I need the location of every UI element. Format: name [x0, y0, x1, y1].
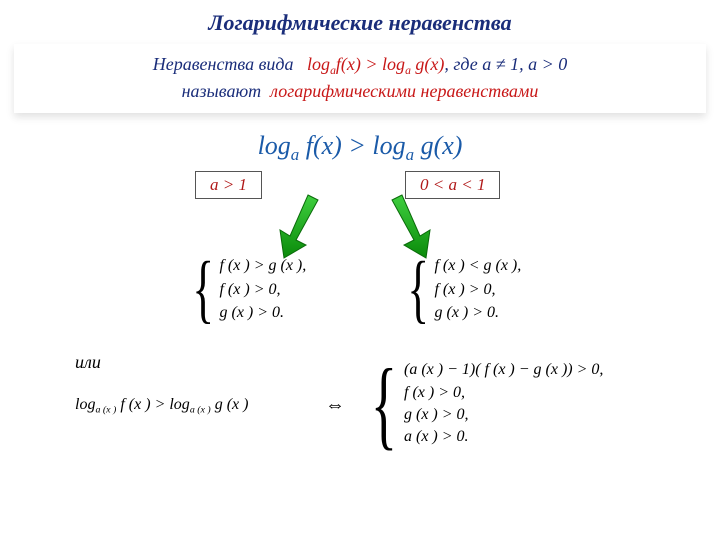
equiv-symbol: ⇔ [325, 394, 345, 417]
or-label: или [75, 352, 101, 373]
sys-right-l3: g (x ) > 0. [434, 304, 499, 321]
def-gx: g(x) [415, 54, 444, 74]
br-l1: (a (x ) − 1)( f (x ) − g (x )) > 0, [404, 361, 603, 378]
def-log1: log [307, 54, 330, 74]
mi-log1: log [258, 131, 291, 160]
definition-line2: называют логарифмическими неравенствами [26, 79, 694, 103]
bl-log1: log [75, 396, 95, 413]
mi-sub2: a [406, 145, 414, 164]
mi-sub1: a [291, 145, 299, 164]
sys-left-l1: f (x ) > g (x ), [219, 257, 306, 274]
bottom-right-lines: (a (x ) − 1)( f (x ) − g (x )) > 0, f (x… [404, 359, 603, 449]
mi-gt: > [348, 131, 366, 160]
def-fx: f(x) [336, 54, 361, 74]
definition-box: Неравенства вида logaf(x) > loga g(x), г… [14, 44, 706, 113]
condition-left: a > 1 [195, 171, 262, 199]
bl-gx: g (x ) [215, 396, 249, 413]
title-text: Логарифмические неравенства [208, 10, 511, 35]
system-right: { f (x ) < g (x ), f (x ) > 0, g (x ) > … [400, 251, 521, 327]
brace-left: { [192, 251, 214, 327]
arrow-left-icon [270, 190, 330, 260]
mi-gx: g(x) [421, 131, 463, 160]
br-l2: f (x ) > 0, [404, 384, 465, 401]
br-l4: a (x ) > 0. [404, 428, 469, 445]
def-where: , где a ≠ 1, a > 0 [444, 54, 567, 74]
main-inequality: loga f(x) > loga g(x) [0, 131, 720, 165]
sys-right-l1: f (x ) < g (x ), [434, 257, 521, 274]
system-left-lines: f (x ) > g (x ), f (x ) > 0, g (x ) > 0. [219, 254, 306, 324]
def-gt: > [365, 54, 377, 74]
page-title: Логарифмические неравенства [0, 10, 720, 36]
condition-row: a > 1 0 < a < 1 [0, 171, 720, 201]
bl-log2: log [169, 396, 189, 413]
sys-right-l2: f (x ) > 0, [434, 281, 495, 298]
def-sub2: a [405, 64, 411, 77]
definition-line1: Неравенства вида logaf(x) > loga g(x), г… [26, 52, 694, 79]
sys-left-l2: f (x ) > 0, [219, 281, 280, 298]
system-left: { f (x ) > g (x ), f (x ) > 0, g (x ) > … [185, 251, 306, 327]
bl-sub2: a (x ) [190, 405, 211, 416]
or-section: или loga (x ) f (x ) > loga (x ) g (x ) … [0, 348, 720, 468]
mi-fx: f(x) [306, 131, 342, 160]
system-right-lines: f (x ) < g (x ), f (x ) > 0, g (x ) > 0. [434, 254, 521, 324]
def-formula: logaf(x) > loga g(x) [307, 54, 444, 74]
bl-gt: > [155, 396, 166, 413]
def-prefix: Неравенства вида [153, 54, 294, 74]
or-label-text: или [75, 352, 101, 372]
bl-sub1: a (x ) [95, 405, 116, 416]
sys-left-l3: g (x ) > 0. [219, 304, 284, 321]
bottom-left-expr: loga (x ) f (x ) > loga (x ) g (x ) [75, 396, 248, 415]
br-l3: g (x ) > 0, [404, 406, 469, 423]
brace-bottom: { [371, 354, 397, 454]
def-line2-red: логарифмическими неравенствами [270, 81, 538, 101]
equiv-text: ⇔ [325, 394, 345, 416]
cond-left-text: a > 1 [210, 175, 247, 194]
systems-row: { f (x ) > g (x ), f (x ) > 0, g (x ) > … [0, 251, 720, 346]
bottom-right-system: { (a (x ) − 1)( f (x ) − g (x )) > 0, f … [360, 354, 603, 454]
mi-log2: log [372, 131, 405, 160]
bl-fx: f (x ) [120, 396, 150, 413]
brace-right: { [407, 251, 429, 327]
def-line2-prefix: называют [182, 81, 262, 101]
def-log2: log [382, 54, 405, 74]
